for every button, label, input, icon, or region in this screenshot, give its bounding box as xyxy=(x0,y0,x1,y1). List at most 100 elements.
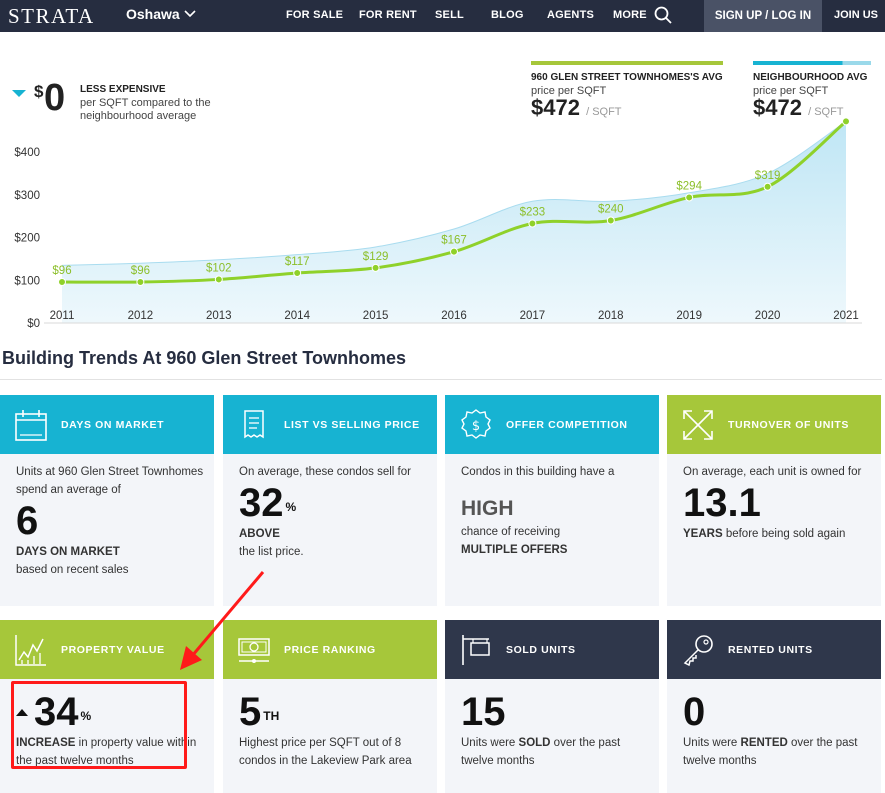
card-body: On average, these condos sell for 32% AB… xyxy=(239,463,429,561)
card-value: 32 xyxy=(239,481,284,525)
chevron-down-icon xyxy=(184,10,196,18)
join-us-link[interactable]: JOIN US xyxy=(834,9,879,21)
card-title: LIST VS SELLING PRICE xyxy=(284,419,420,431)
data-label: $117 xyxy=(285,256,310,268)
card-bold-text: RENTED xyxy=(740,737,788,749)
data-label: $102 xyxy=(206,262,232,274)
key-icon xyxy=(683,635,713,667)
data-label: $294 xyxy=(676,180,702,192)
y-tick-label: $300 xyxy=(14,190,40,202)
building-avg-value-row: $472 / SQFT xyxy=(531,95,723,121)
banknote-icon xyxy=(238,638,270,663)
sold-sign-icon xyxy=(462,635,490,665)
card-title: TURNOVER OF UNITS xyxy=(728,419,850,431)
card-text: chance of receiving xyxy=(461,526,561,538)
data-label: $129 xyxy=(363,251,389,263)
card-text: Highest price per SQFT out of 8 condos i… xyxy=(239,737,412,767)
x-tick-label: 2016 xyxy=(441,310,467,322)
x-tick-label: 2013 xyxy=(206,310,232,322)
card-header: RENTED UNITS xyxy=(667,620,881,679)
expand-arrows-icon xyxy=(683,410,713,440)
card-text: in property value within the past twelve… xyxy=(16,737,197,767)
x-tick-label: 2019 xyxy=(676,310,702,322)
nav-blog[interactable]: BLOG xyxy=(491,9,524,21)
card-bold-text: INCREASE xyxy=(16,737,76,749)
city-selector[interactable]: Oshawa xyxy=(126,6,196,22)
section-divider xyxy=(0,379,882,380)
card-body: Condos in this building have a HIGH chan… xyxy=(461,463,651,559)
card-header: TURNOVER OF UNITS xyxy=(667,395,881,454)
card-text: Units were xyxy=(461,737,519,749)
svg-text:$: $ xyxy=(472,419,480,434)
nav-sell[interactable]: SELL xyxy=(435,9,464,21)
neighbourhood-avg-value-row: $472 / SQFT xyxy=(753,95,871,121)
card-body: 34% INCREASE in property value within th… xyxy=(16,690,206,770)
nav-for-sale[interactable]: FOR SALE xyxy=(286,9,344,21)
card-value-suffix: % xyxy=(80,709,92,723)
card-body: Units at 960 Glen Street Townhomes spend… xyxy=(16,463,206,579)
card-text: before being sold again xyxy=(722,528,846,540)
card-sold-units: SOLD UNITS 15 Units were SOLD over the p… xyxy=(445,620,659,793)
card-header: SOLD UNITS xyxy=(445,620,659,679)
card-title: SOLD UNITS xyxy=(506,644,576,656)
card-rented-units: RENTED UNITS 0 Units were RENTED over th… xyxy=(667,620,881,793)
neighbourhood-area xyxy=(62,121,846,324)
card-days-on-market: DAYS ON MARKET Units at 960 Glen Street … xyxy=(0,395,214,606)
card-value: 0 xyxy=(683,690,706,734)
card-property-value: PROPERTY VALUE 34% INCREASE in property … xyxy=(0,620,214,793)
building-avg-sub: price per SQFT xyxy=(531,85,607,97)
signup-login-button[interactable]: SIGN UP / LOG IN xyxy=(704,0,822,32)
card-list-vs-selling: LIST VS SELLING PRICE On average, these … xyxy=(223,395,437,606)
price-diff-currency: $ xyxy=(34,82,44,101)
card-text: On average, each unit is owned for xyxy=(683,466,862,478)
x-tick-label: 2020 xyxy=(755,310,781,322)
data-point xyxy=(763,182,772,191)
data-point xyxy=(293,269,302,278)
data-point xyxy=(606,216,615,225)
card-value: 34 xyxy=(34,690,79,734)
card-value: 15 xyxy=(461,690,506,734)
building-avg-line xyxy=(61,120,847,284)
card-bold-text: YEARS xyxy=(683,528,723,540)
receipt-icon xyxy=(244,410,264,439)
dollar-badge-icon: $ xyxy=(461,409,491,439)
card-text-row: Units were RENTED over the past twelve m… xyxy=(683,734,873,770)
price-per-sqft-chart: $0 $100 $200 $300 $400 $96 2011 $96 2012 $102 2013… xyxy=(14,118,862,330)
card-value-row: 34% xyxy=(16,690,206,734)
price-diff-description: per SQFT compared to the neighbourhood a… xyxy=(80,97,211,122)
neighbourhood-avg-title: NEIGHBOURHOOD AVG xyxy=(753,72,868,83)
card-bold-text: ABOVE xyxy=(239,528,280,540)
data-label: $167 xyxy=(441,235,467,247)
card-header: PRICE RANKING xyxy=(223,620,437,679)
nav-agents[interactable]: AGENTS xyxy=(547,9,595,21)
neighbourhood-avg-sub: price per SQFT xyxy=(753,85,829,97)
card-value-row: 32% xyxy=(239,481,429,525)
nav-more[interactable]: MORE xyxy=(613,9,647,21)
data-label: $233 xyxy=(520,206,546,218)
card-text-row: INCREASE in property value within the pa… xyxy=(16,734,206,770)
highlight-box xyxy=(11,681,187,769)
data-point xyxy=(685,193,694,202)
card-text: over the past twelve months xyxy=(461,737,621,767)
building-avg-bar xyxy=(531,61,723,65)
city-label: Oshawa xyxy=(126,6,180,22)
card-price-ranking: PRICE RANKING 5 TH Highest price per SQFT… xyxy=(223,620,437,793)
data-point xyxy=(58,278,66,286)
data-point xyxy=(842,118,850,126)
card-text-row: YEARS before being sold again xyxy=(683,525,873,543)
strata-logo[interactable]: STRATA xyxy=(8,4,95,28)
trend-chart-icon xyxy=(15,635,46,666)
data-label: $240 xyxy=(598,204,624,216)
card-value-suffix: TH xyxy=(263,709,280,723)
data-point xyxy=(528,219,537,228)
x-tick-label: 2017 xyxy=(520,310,546,322)
price-diff-value: 0 xyxy=(44,77,66,119)
neighbourhood-line xyxy=(61,121,847,266)
card-header: LIST VS SELLING PRICE xyxy=(223,395,437,454)
card-offer-competition: $ OFFER COMPETITION Condos in this build… xyxy=(445,395,659,606)
nav-for-rent[interactable]: FOR RENT xyxy=(359,9,417,21)
y-tick-label: $0 xyxy=(27,318,40,330)
data-point xyxy=(371,263,380,272)
neighbourhood-avg-value: $472 xyxy=(753,95,802,120)
search-icon[interactable] xyxy=(654,6,672,24)
